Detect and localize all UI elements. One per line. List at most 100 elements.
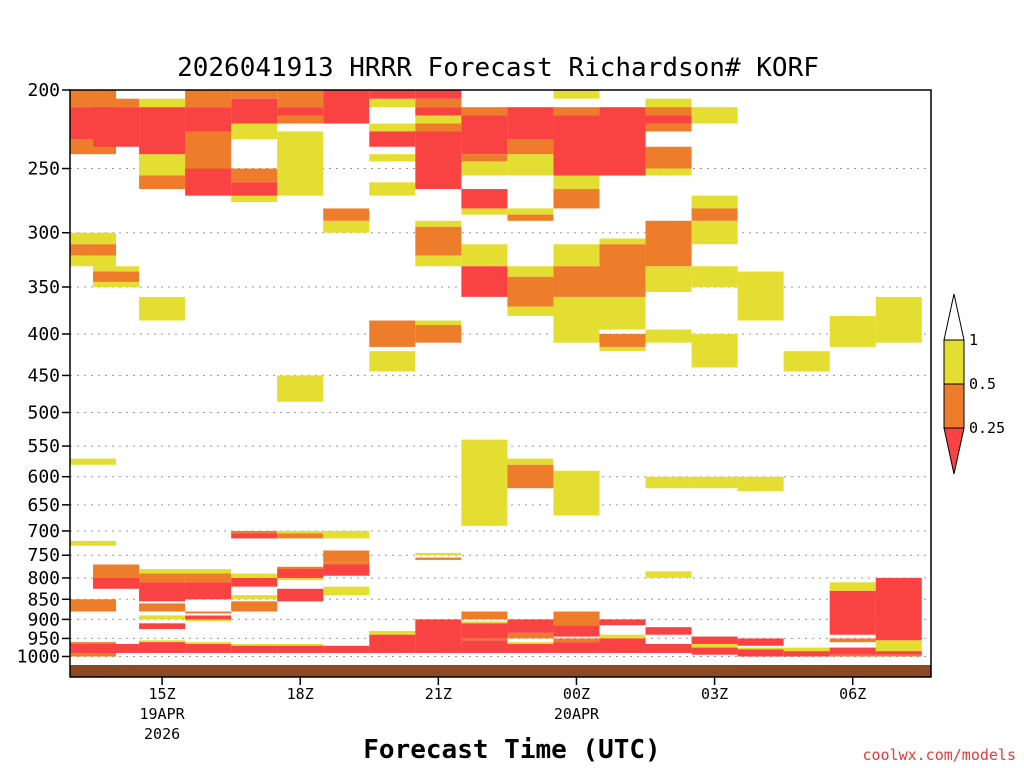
cell-orange: [277, 566, 324, 572]
y-tick-label: 450: [27, 365, 60, 386]
cell-red: [277, 569, 324, 578]
legend-label-0.25: 0.25: [969, 419, 1005, 437]
cell-yellow: [139, 296, 186, 321]
cell-yellow: [507, 458, 554, 465]
cell-orange: [553, 266, 600, 297]
cell-red: [737, 649, 784, 657]
cell-orange: [875, 654, 922, 657]
cell-orange: [323, 208, 370, 221]
cell-yellow: [783, 351, 830, 372]
cell-yellow: [691, 266, 738, 287]
cell-red: [323, 564, 370, 576]
cell-orange: [185, 131, 232, 169]
heatmap-cells: [70, 90, 922, 657]
cell-red: [691, 636, 738, 644]
cell-yellow: [507, 208, 554, 215]
cell-red: [461, 189, 508, 209]
y-tick-label: 300: [27, 223, 60, 244]
cell-yellow: [645, 168, 692, 176]
legend-swatch-red-triangle: [943, 427, 965, 475]
cell-yellow: [139, 615, 186, 620]
cell-red: [829, 590, 876, 635]
x-tick-label: 19APR: [140, 705, 186, 723]
cell-orange: [599, 244, 646, 297]
cell-orange: [645, 146, 692, 169]
cell-yellow: [139, 569, 186, 574]
cell-orange: [415, 325, 462, 343]
cell-orange: [93, 564, 140, 578]
y-tick-label: 1000: [17, 646, 60, 667]
cell-orange: [231, 530, 278, 534]
y-tick-label: 800: [27, 568, 60, 589]
cell-orange: [93, 271, 140, 282]
cell-yellow: [783, 647, 830, 652]
cell-yellow: [553, 296, 600, 343]
y-tick-label: 400: [27, 324, 60, 345]
y-tick-label: 650: [27, 495, 60, 516]
cell-yellow: [829, 582, 876, 591]
cell-yellow: [645, 266, 692, 292]
cell-red: [783, 651, 830, 657]
cell-yellow: [461, 208, 508, 215]
x-tick-label: 06Z: [839, 685, 866, 703]
cell-orange: [70, 244, 117, 256]
cell-yellow: [139, 98, 186, 108]
cell-yellow: [369, 351, 416, 372]
cell-orange: [277, 90, 324, 108]
cell-orange: [231, 168, 278, 183]
cell-yellow: [185, 642, 232, 644]
cell-yellow: [645, 476, 692, 489]
cell-red: [185, 168, 232, 196]
credit-link[interactable]: coolwx.com/models: [862, 746, 1016, 764]
cell-orange: [461, 107, 508, 116]
cell-red: [185, 582, 232, 600]
cell-red: [231, 98, 278, 124]
cell-orange: [829, 638, 876, 643]
cell-red: [737, 638, 784, 646]
cell-orange: [829, 654, 876, 657]
cell-yellow: [323, 586, 370, 596]
cell-red: [323, 90, 370, 124]
cell-yellow: [323, 220, 370, 233]
cell-yellow: [691, 220, 738, 245]
cell-yellow: [507, 154, 554, 176]
cell-yellow: [93, 266, 140, 272]
cell-red: [231, 577, 278, 587]
x-tick-label: 15Z: [149, 685, 176, 703]
cell-yellow: [461, 161, 508, 176]
cell-yellow: [737, 647, 784, 650]
cell-yellow: [645, 98, 692, 108]
cell-yellow: [691, 107, 738, 124]
cell-yellow: [369, 154, 416, 162]
cell-yellow: [277, 577, 324, 581]
cell-orange: [139, 175, 186, 190]
x-tick-label: 00Z: [563, 685, 590, 703]
legend-swatch-yellow: [943, 339, 965, 385]
cell-red: [231, 645, 278, 653]
color-legend: 1 0.5 0.25: [943, 293, 1005, 475]
cell-orange: [277, 533, 324, 539]
cell-orange: [645, 220, 692, 267]
x-tick-label: 21Z: [425, 685, 452, 703]
cell-yellow: [231, 195, 278, 203]
cell-orange: [507, 632, 554, 639]
cell-orange: [461, 611, 508, 620]
cell-red: [599, 619, 646, 626]
cell-orange: [507, 464, 554, 489]
cell-yellow: [645, 329, 692, 343]
cell-yellow: [277, 530, 324, 534]
cell-yellow: [507, 306, 554, 316]
cell-yellow: [691, 195, 738, 209]
cell-red: [139, 107, 186, 155]
cell-orange: [415, 123, 462, 132]
cell-orange: [323, 562, 370, 565]
cell-orange: [369, 320, 416, 347]
cell-red: [461, 623, 508, 639]
cell-red: [415, 131, 462, 190]
y-tick-label: 350: [27, 277, 60, 298]
cell-yellow: [415, 220, 462, 227]
cell-orange: [70, 652, 117, 657]
cell-red: [369, 634, 416, 653]
x-tick-label: 18Z: [287, 685, 314, 703]
cell-yellow: [875, 640, 922, 652]
